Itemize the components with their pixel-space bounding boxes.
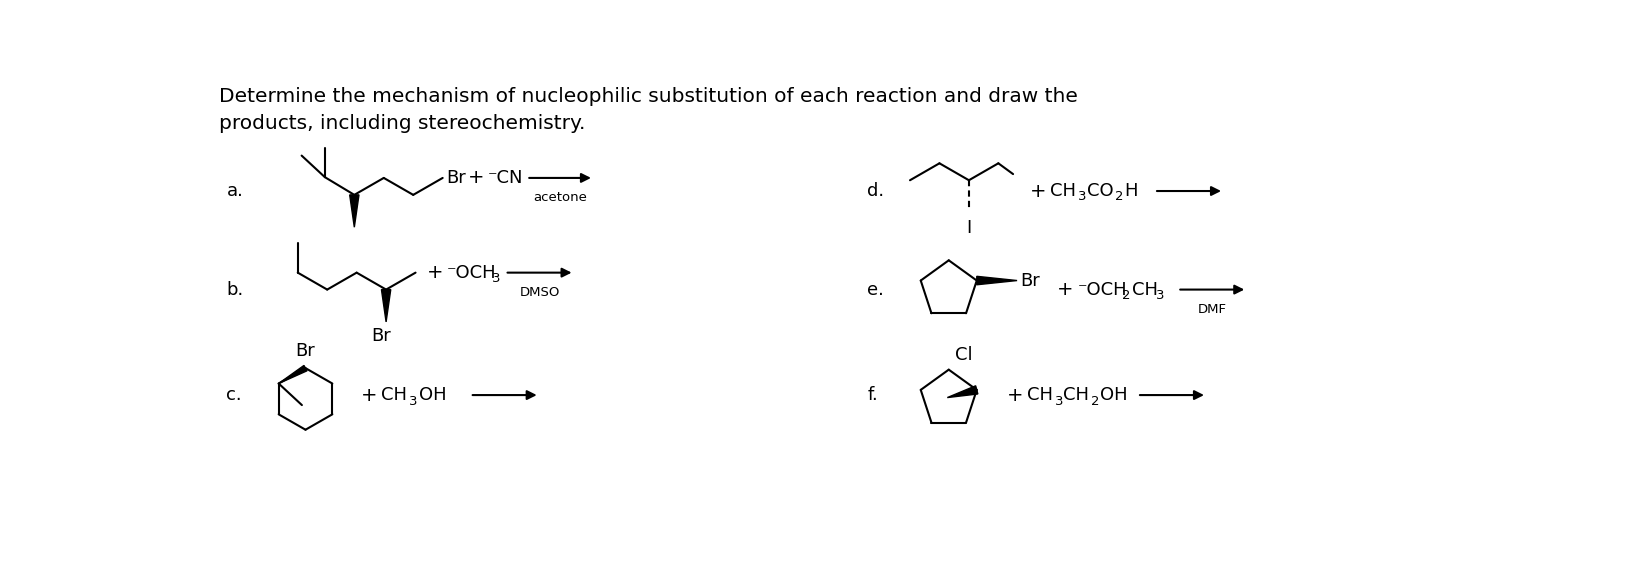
Text: acetone: acetone: [532, 191, 586, 204]
Text: CO: CO: [1086, 182, 1114, 200]
Text: ⁻CN: ⁻CN: [488, 169, 523, 187]
Polygon shape: [976, 276, 1017, 285]
Text: 3: 3: [491, 272, 500, 286]
Text: OH: OH: [419, 386, 446, 404]
Text: 2: 2: [1122, 289, 1130, 302]
Text: 2: 2: [1091, 395, 1099, 407]
Text: Br: Br: [295, 342, 316, 361]
Text: OH: OH: [1099, 386, 1127, 404]
Text: DMF: DMF: [1197, 303, 1227, 316]
Polygon shape: [947, 386, 978, 398]
Text: Br: Br: [372, 327, 391, 344]
Text: 3: 3: [1156, 289, 1165, 302]
Text: 3: 3: [410, 395, 418, 407]
Text: +: +: [1007, 386, 1024, 405]
Text: +: +: [426, 263, 442, 282]
Polygon shape: [349, 195, 359, 227]
Text: CH: CH: [1027, 386, 1053, 404]
Text: b.: b.: [226, 280, 244, 299]
Text: Br: Br: [446, 169, 465, 187]
Text: H: H: [1124, 182, 1137, 200]
Text: +: +: [1057, 280, 1075, 299]
Text: 3: 3: [1078, 190, 1086, 203]
Polygon shape: [382, 290, 391, 322]
Text: CH: CH: [1063, 386, 1089, 404]
Text: c.: c.: [226, 386, 242, 404]
Text: Determine the mechanism of nucleophilic substitution of each reaction and draw t: Determine the mechanism of nucleophilic …: [219, 87, 1078, 106]
Text: CH: CH: [1132, 280, 1158, 299]
Text: e.: e.: [868, 280, 885, 299]
Text: products, including stereochemistry.: products, including stereochemistry.: [219, 114, 585, 133]
Polygon shape: [278, 365, 306, 384]
Text: a.: a.: [226, 182, 244, 200]
Text: 2: 2: [1115, 190, 1124, 203]
Text: d.: d.: [868, 182, 885, 200]
Text: DMSO: DMSO: [519, 286, 560, 299]
Text: ⁻OCH: ⁻OCH: [1078, 280, 1127, 299]
Text: Br: Br: [1020, 272, 1040, 290]
Text: CH: CH: [1050, 182, 1076, 200]
Text: CH: CH: [382, 386, 408, 404]
Text: I: I: [966, 218, 971, 237]
Text: f.: f.: [868, 386, 878, 404]
Text: Cl: Cl: [955, 346, 973, 364]
Text: +: +: [1030, 181, 1047, 201]
Text: ⁻OCH: ⁻OCH: [447, 264, 496, 281]
Text: +: +: [362, 386, 378, 405]
Text: +: +: [467, 168, 483, 187]
Text: 3: 3: [1055, 395, 1063, 407]
